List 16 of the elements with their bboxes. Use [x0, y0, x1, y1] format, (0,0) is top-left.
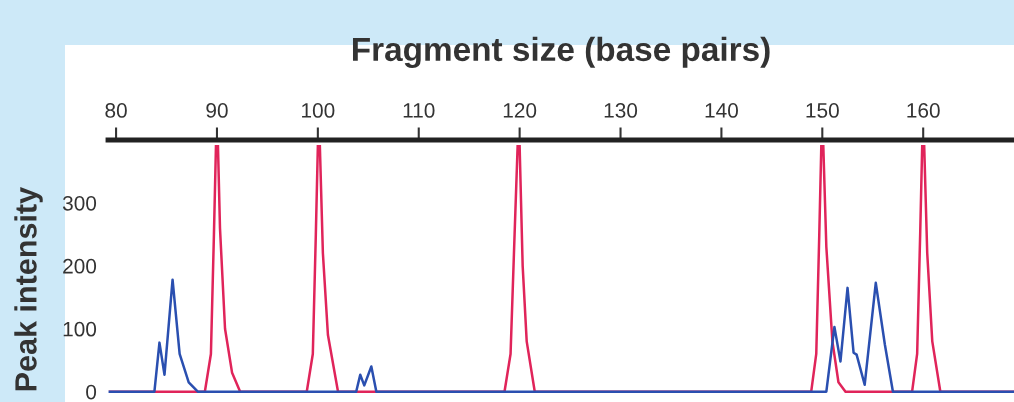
y-tick-label: 200	[63, 258, 97, 274]
y-axis-title: Peak intensity	[14, 187, 43, 391]
line-series	[108, 278, 1014, 393]
x-tick-label: 100	[302, 103, 335, 118]
x-axis-title: Fragment size (base pairs)	[352, 36, 770, 68]
x-tick-label: 160	[907, 103, 940, 118]
x-tick-label: 120	[503, 103, 537, 118]
x-tick-label: 150	[806, 103, 839, 118]
y-tick-label: 100	[63, 321, 97, 337]
x-tick-label: 130	[604, 103, 638, 118]
y-tick-label: 300	[62, 195, 97, 211]
x-tick-label: 140	[705, 103, 738, 118]
x-tick-label: 110	[403, 103, 435, 118]
x-tick-label: 90	[206, 103, 228, 118]
x-tick-label: 80	[105, 103, 127, 118]
y-tick-label: 0	[86, 384, 97, 400]
